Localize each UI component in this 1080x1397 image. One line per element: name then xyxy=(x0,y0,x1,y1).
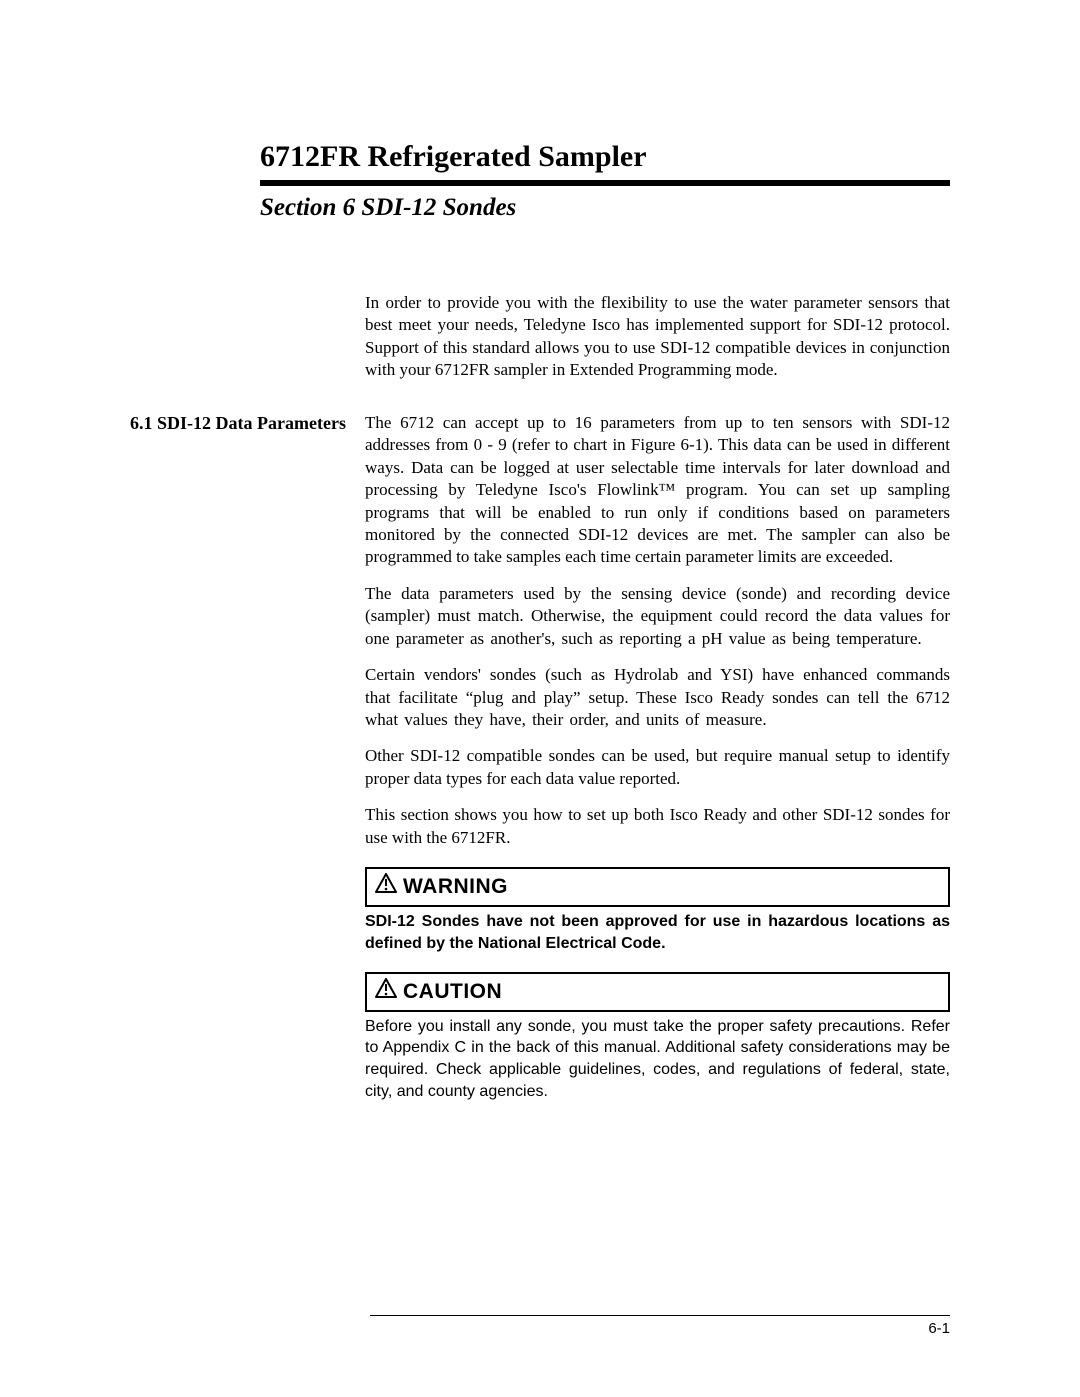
paragraph-2: The data parameters used by the sensing … xyxy=(365,583,950,650)
title-rule xyxy=(260,180,950,186)
page-number: 6-1 xyxy=(928,1320,950,1337)
manual-page: 6712FR Refrigerated Sampler Section 6 SD… xyxy=(0,0,1080,1397)
section-6-1-body: The 6712 can accept up to 16 parameters … xyxy=(365,412,950,1116)
intro-paragraph: In order to provide you with the flexibi… xyxy=(365,292,950,382)
warning-triangle-icon xyxy=(375,873,397,899)
page-footer: 6-1 xyxy=(370,1315,950,1337)
side-heading-6-1: 6.1 SDI-12 Data Parameters xyxy=(130,412,365,1116)
warning-box: WARNING xyxy=(365,867,950,907)
paragraph-3: Certain vendors' sondes (such as Hydrola… xyxy=(365,664,950,731)
intro-body: In order to provide you with the flexibi… xyxy=(365,292,950,396)
paragraph-5: This section shows you how to set up bot… xyxy=(365,804,950,849)
document-title: 6712FR Refrigerated Sampler xyxy=(260,140,950,174)
paragraph-4: Other SDI-12 compatible sondes can be us… xyxy=(365,745,950,790)
caution-triangle-icon xyxy=(375,978,397,1004)
section-6-1-row: 6.1 SDI-12 Data Parameters The 6712 can … xyxy=(130,412,950,1116)
warning-label: WARNING xyxy=(403,873,508,901)
caution-box: CAUTION xyxy=(365,972,950,1012)
intro-row: In order to provide you with the flexibi… xyxy=(130,292,950,396)
caution-label: CAUTION xyxy=(403,978,502,1006)
paragraph-1: The 6712 can accept up to 16 parameters … xyxy=(365,412,950,569)
caution-text: Before you install any sonde, you must t… xyxy=(365,1016,950,1102)
empty-sidehead xyxy=(130,292,365,396)
warning-text: SDI-12 Sondes have not been approved for… xyxy=(365,911,950,954)
section-title: Section 6 SDI-12 Sondes xyxy=(260,194,950,222)
